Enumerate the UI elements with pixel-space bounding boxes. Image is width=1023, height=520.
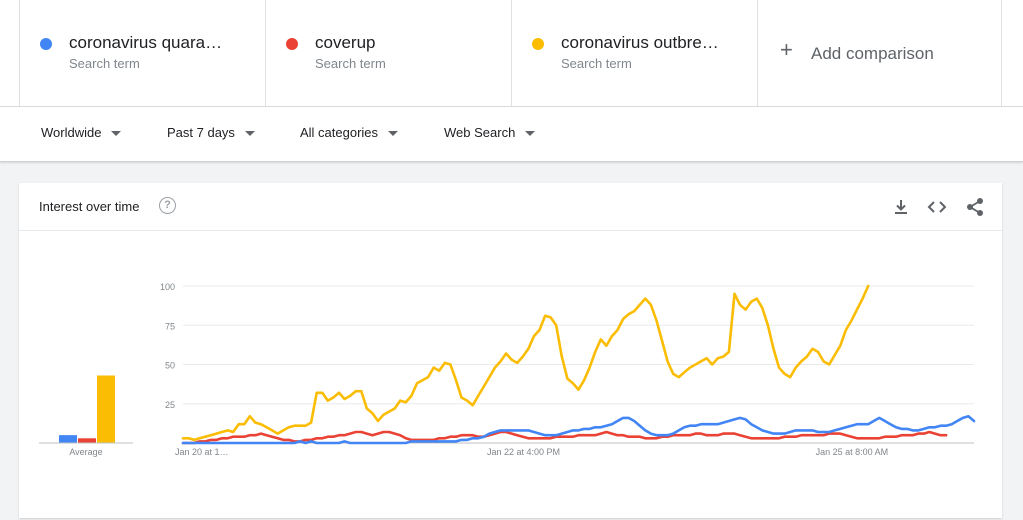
series-color-dot-red — [286, 38, 298, 50]
series-color-dot-blue — [40, 38, 52, 50]
add-comparison-label: Add comparison — [811, 44, 934, 63]
chevron-down-icon — [111, 131, 122, 137]
x-tick-label: Jan 22 at 4:00 PM — [487, 447, 560, 457]
card-header: Interest over time ? — [19, 183, 1002, 231]
chevron-down-icon — [244, 131, 255, 137]
time-range-dropdown-label: Past 7 days — [167, 125, 235, 140]
search-type-dropdown[interactable]: Web Search — [444, 125, 536, 140]
share-icon[interactable] — [964, 196, 986, 218]
y-tick-label: 50 — [165, 361, 175, 371]
average-label: Average — [69, 447, 102, 457]
search-term-name: coronavirus quara… — [69, 33, 223, 52]
embed-icon[interactable] — [926, 196, 948, 218]
category-dropdown-label: All categories — [300, 125, 379, 140]
series-color-dot-yellow — [532, 38, 544, 50]
filter-bar: Worldwide Past 7 days All categories Web… — [0, 107, 1023, 162]
interest-over-time-chart: 25 50 75 100 Average Jan 20 at 1… Jan 22 at … — [39, 282, 976, 457]
x-tick-label: Jan 20 at 1… — [175, 447, 229, 457]
average-bar — [78, 438, 96, 443]
x-tick-label: Jan 25 at 8:00 AM — [816, 447, 889, 457]
category-dropdown[interactable]: All categories — [300, 125, 399, 140]
series-line — [181, 430, 948, 445]
search-terms-bar: coronavirus quara… Search term coverup S… — [0, 0, 1023, 107]
region-dropdown-label: Worldwide — [41, 125, 102, 140]
search-term-card-3[interactable]: coronavirus outbre… Search term — [511, 0, 757, 106]
card-title: Interest over time — [39, 199, 140, 214]
y-tick-label: 100 — [160, 282, 175, 292]
plus-icon: + — [780, 37, 793, 62]
y-tick-label: 25 — [165, 400, 175, 410]
average-bar — [59, 435, 77, 443]
search-term-name: coverup — [315, 33, 376, 52]
add-comparison-button[interactable]: + Add comparison — [757, 0, 1002, 106]
search-term-card-1[interactable]: coronavirus quara… Search term — [19, 0, 265, 106]
search-term-name: coronavirus outbre… — [561, 33, 719, 52]
help-icon[interactable]: ? — [159, 197, 176, 214]
search-term-subtitle: Search term — [69, 56, 140, 71]
chevron-down-icon — [388, 131, 399, 137]
series-line — [181, 284, 870, 442]
y-tick-label: 75 — [165, 321, 175, 331]
search-type-dropdown-label: Web Search — [444, 125, 516, 140]
search-term-subtitle: Search term — [315, 56, 386, 71]
download-icon[interactable] — [890, 196, 912, 218]
average-bar — [97, 375, 115, 443]
region-dropdown[interactable]: Worldwide — [41, 125, 122, 140]
interest-over-time-card: Interest over time ? 25 50 75 100 Avera — [19, 183, 1002, 518]
search-term-subtitle: Search term — [561, 56, 632, 71]
time-range-dropdown[interactable]: Past 7 days — [167, 125, 255, 140]
search-term-card-2[interactable]: coverup Search term — [265, 0, 511, 106]
series-line — [181, 415, 976, 445]
chevron-down-icon — [525, 131, 536, 137]
